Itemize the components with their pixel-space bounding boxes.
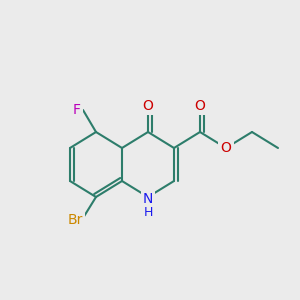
Text: Br: Br — [67, 213, 83, 227]
Text: O: O — [195, 99, 206, 113]
Text: O: O — [142, 99, 153, 113]
Text: H: H — [143, 206, 153, 220]
Text: O: O — [220, 141, 231, 155]
Text: F: F — [73, 103, 81, 117]
Text: N: N — [143, 192, 153, 206]
